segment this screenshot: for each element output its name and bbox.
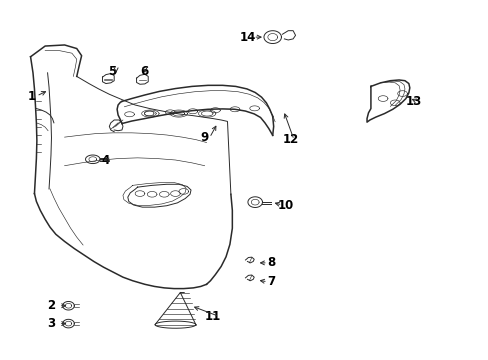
- Text: 13: 13: [405, 95, 421, 108]
- Text: 8: 8: [266, 256, 275, 269]
- Text: 1: 1: [27, 90, 36, 103]
- Text: 4: 4: [102, 154, 110, 167]
- Text: 14: 14: [239, 31, 256, 44]
- Text: 7: 7: [266, 275, 275, 288]
- Text: 10: 10: [277, 198, 293, 212]
- Text: 5: 5: [108, 64, 116, 77]
- Text: 2: 2: [47, 299, 55, 312]
- Text: 11: 11: [204, 310, 221, 323]
- Text: 3: 3: [47, 317, 55, 330]
- Text: 9: 9: [200, 131, 208, 144]
- Text: 6: 6: [141, 64, 149, 77]
- Text: 12: 12: [282, 134, 298, 147]
